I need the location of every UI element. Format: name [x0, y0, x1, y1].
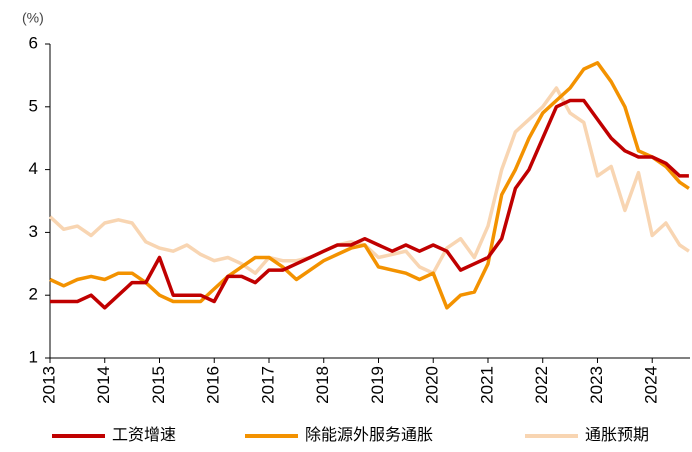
x-tick-label: 2016 — [204, 366, 223, 404]
x-tick-label: 2015 — [149, 366, 168, 404]
x-tick-label: 2017 — [258, 366, 277, 404]
x-tick-label: 2013 — [39, 366, 58, 404]
x-tick-label: 2014 — [94, 366, 113, 404]
y-tick-label: 1 — [29, 347, 38, 366]
x-tick-label: 2023 — [587, 366, 606, 404]
y-tick-label: 6 — [29, 33, 38, 52]
x-tick-label: 2024 — [642, 366, 661, 404]
legend-label: 工资增速 — [112, 426, 176, 444]
y-tick-label: 3 — [29, 222, 38, 241]
y-tick-label: 2 — [29, 285, 38, 304]
x-tick-label: 2022 — [532, 366, 551, 404]
y-axis-label: (%) — [22, 10, 44, 26]
series-line — [50, 98, 689, 310]
x-tick-label: 2021 — [477, 366, 496, 404]
series-line — [49, 61, 690, 310]
x-tick-label: 2020 — [423, 366, 442, 404]
series-line — [48, 86, 690, 275]
legend-label: 除能源外服务通胀 — [305, 426, 433, 444]
x-tick-label: 2019 — [368, 366, 387, 404]
y-tick-label: 5 — [29, 96, 38, 115]
y-tick-label: 4 — [29, 159, 38, 178]
x-tick-label: 2018 — [313, 366, 332, 404]
legend-label: 通胀预期 — [585, 426, 649, 444]
